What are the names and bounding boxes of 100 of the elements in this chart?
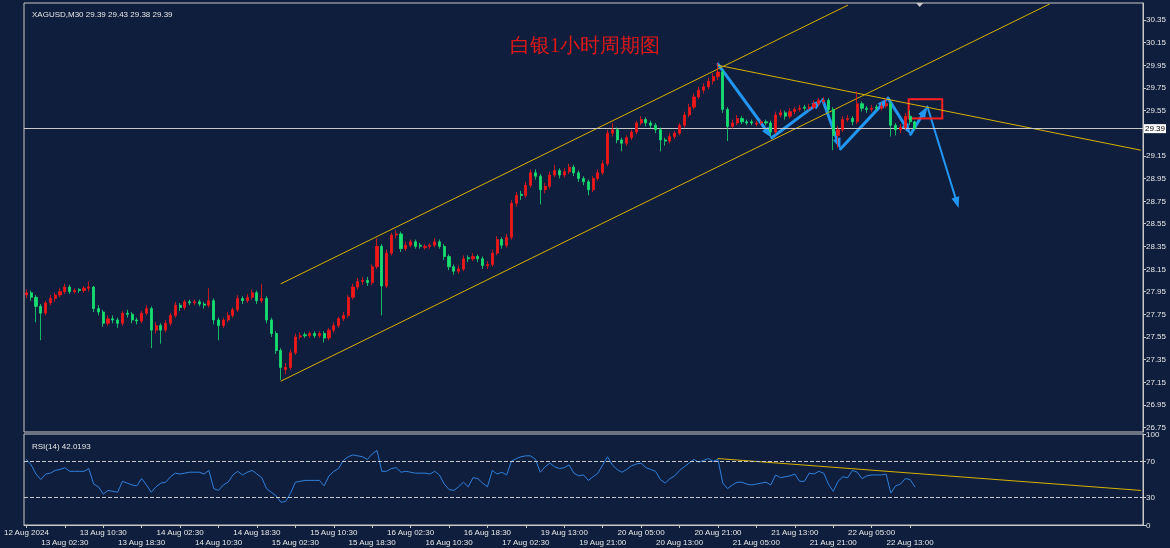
candlestick — [784, 110, 787, 120]
x-tick-label: 20 Aug 21:00 — [694, 527, 743, 537]
candlestick — [899, 123, 902, 134]
y-tick-label: 27.75 — [1146, 309, 1167, 319]
candlestick — [812, 99, 816, 110]
candlestick — [486, 260, 489, 270]
candlestick — [635, 120, 638, 135]
candlestick — [217, 317, 220, 341]
candlestick — [779, 109, 782, 118]
y-tick-label: 28.75 — [1146, 196, 1167, 206]
x-tick-label: 22 Aug 05:00 — [848, 527, 896, 537]
x-tick-label: 16 Aug 02:30 — [387, 527, 435, 537]
candlestick — [731, 119, 734, 130]
candlestick — [822, 96, 825, 105]
candlestick — [246, 293, 249, 304]
candlestick — [534, 168, 537, 180]
candlestick — [496, 235, 499, 256]
candlestick — [155, 321, 158, 334]
y-tick-label: 30.15 — [1146, 38, 1167, 48]
x-tick-label: 17 Aug 02:30 — [502, 537, 550, 547]
candlestick — [164, 319, 167, 333]
candlestick — [198, 299, 201, 307]
candlestick — [203, 301, 206, 310]
candlestick — [659, 127, 662, 152]
candlestick — [294, 333, 297, 356]
candlestick — [832, 106, 835, 151]
x-tick-label: 19 Aug 13:00 — [540, 527, 589, 537]
candlestick — [880, 102, 883, 111]
x-tick-label: 20 Aug 05:00 — [617, 527, 666, 537]
y-tick-label: 28.55 — [1146, 219, 1167, 229]
candlestick — [803, 104, 806, 111]
candlestick — [308, 330, 311, 339]
candlestick — [323, 330, 326, 343]
candlestick — [875, 104, 878, 111]
x-tick-label: 21 Aug 13:00 — [771, 527, 819, 537]
candlestick — [510, 199, 513, 240]
candlestick — [404, 241, 407, 252]
candlestick — [476, 253, 479, 263]
candlestick — [284, 362, 287, 375]
y-tick-label: 30.35 — [1146, 15, 1167, 25]
candlestick — [361, 276, 364, 286]
candlestick — [572, 164, 575, 177]
candlestick — [649, 120, 652, 130]
candlestick — [97, 304, 100, 316]
y-tick-label: 28.15 — [1146, 264, 1167, 274]
candlestick — [601, 159, 604, 176]
candlestick — [399, 231, 403, 253]
candlestick — [423, 243, 427, 251]
candlestick — [78, 287, 81, 294]
candlestick — [150, 305, 153, 349]
candlestick — [58, 287, 62, 298]
candlestick — [395, 230, 398, 239]
candlestick — [755, 120, 758, 127]
candlestick — [702, 82, 705, 94]
x-tick-label: 22 Aug 13:00 — [886, 537, 935, 547]
candlestick — [241, 295, 244, 305]
y-tick-label: 27.55 — [1146, 332, 1167, 342]
candlestick — [188, 299, 191, 306]
candlestick — [909, 110, 912, 126]
candlestick — [44, 300, 47, 316]
candlestick — [121, 310, 124, 326]
y-tick-label: 29.15 — [1146, 151, 1167, 161]
candlestick — [193, 299, 196, 306]
candlestick — [788, 107, 792, 119]
candlestick — [169, 312, 172, 326]
candlestick — [736, 114, 739, 126]
candlestick — [856, 90, 859, 125]
candlestick — [668, 132, 671, 144]
candlestick — [102, 309, 105, 328]
y-tick-label: 100 — [1146, 429, 1160, 439]
candlestick — [894, 122, 897, 136]
candlestick — [740, 115, 744, 125]
candlestick — [630, 129, 633, 141]
x-tick-label: 21 Aug 21:00 — [809, 537, 858, 547]
candlestick — [587, 179, 590, 196]
candlestick — [644, 116, 647, 127]
y-tick-label: 29.55 — [1146, 106, 1167, 116]
x-tick-label: 13 Aug 18:30 — [118, 537, 166, 547]
candlestick — [904, 112, 907, 131]
candlestick — [366, 276, 369, 287]
x-tick-label: 12 Aug 2024 — [3, 527, 50, 537]
candlestick — [207, 287, 210, 308]
x-tick-label: 20 Aug 13:00 — [655, 537, 704, 547]
candlestick — [126, 309, 129, 319]
y-tick-label: 30 — [1146, 493, 1156, 503]
candlestick — [673, 130, 676, 140]
candlestick — [251, 288, 254, 300]
x-tick-label: 13 Aug 02:30 — [41, 537, 89, 547]
candlestick — [481, 256, 484, 270]
x-tick-label: 14 Aug 02:30 — [156, 527, 205, 537]
candlestick — [174, 301, 177, 319]
candlestick — [716, 62, 720, 81]
x-tick-label: 16 Aug 10:30 — [425, 537, 474, 547]
candlestick — [577, 170, 580, 183]
candlestick — [491, 249, 494, 268]
candlestick — [255, 290, 258, 305]
candlestick — [582, 175, 585, 186]
candlestick — [539, 173, 542, 205]
candlestick — [467, 255, 470, 263]
candlestick — [179, 302, 182, 312]
